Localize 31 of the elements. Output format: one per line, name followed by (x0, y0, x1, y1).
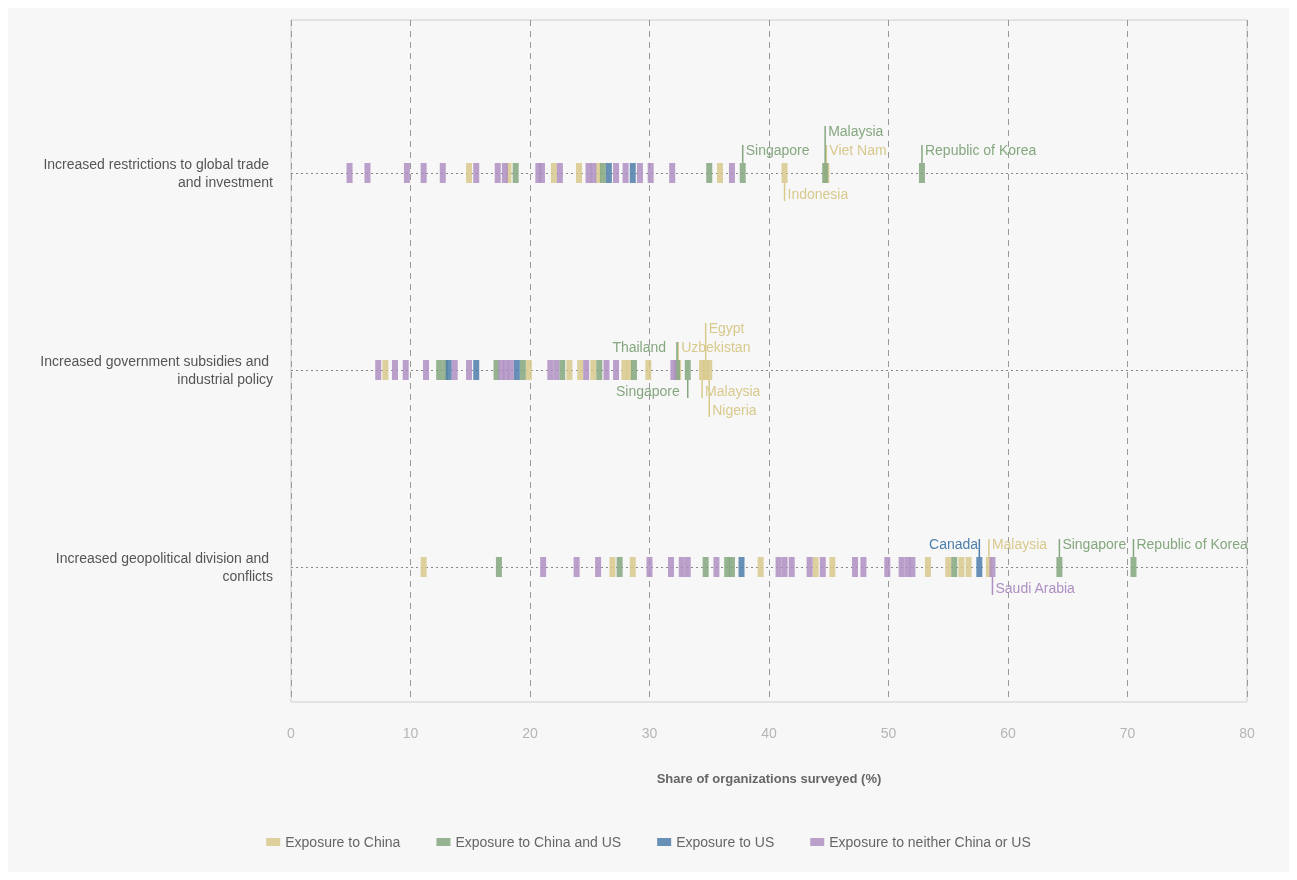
annotation: Thailand (612, 339, 667, 355)
x-tick-label: 10 (402, 725, 419, 741)
y-tick-label: Increased government subsidies and industrial policy (40, 353, 273, 387)
x-tick-label: 30 (641, 725, 658, 741)
x-tick-label: 70 (1119, 725, 1136, 741)
y-tick-label: Increased geopolitical division and conflicts (55, 550, 273, 584)
annotation: Saudi Arabia (995, 580, 1076, 596)
annotation: Canada (929, 536, 979, 552)
legend-label: Exposure to China and US (455, 834, 622, 850)
legend-label: Exposure to China (285, 834, 401, 850)
x-tick-label: 50 (880, 725, 897, 741)
x-axis-title: Share of organizations surveyed (%) (656, 771, 882, 786)
annotation: Viet Nam (829, 142, 887, 158)
annotation: Malaysia (991, 536, 1048, 552)
x-tick-label: 60 (1000, 725, 1016, 741)
annotation: Republic of Korea (924, 142, 1037, 158)
y-tick-label: Increased restrictions to global trade and investment (43, 156, 274, 190)
annotation: Republic of Korea (1136, 536, 1248, 552)
annotation: Singapore (745, 142, 810, 158)
x-tick-label: 20 (522, 725, 538, 741)
annotation: Nigeria (712, 402, 757, 418)
annotation: Singapore (1062, 536, 1127, 552)
annotation: Malaysia (828, 123, 884, 139)
legend-label: Exposure to US (676, 834, 775, 850)
annotation: Egypt (708, 320, 745, 336)
x-tick-label: 80 (1239, 725, 1255, 741)
annotation: Singapore (615, 383, 680, 399)
legend-label: Exposure to neither China or US (829, 834, 1031, 850)
x-tick-label: 40 (761, 725, 777, 741)
annotation: Indonesia (787, 186, 849, 202)
x-tick-label: 0 (287, 725, 296, 741)
